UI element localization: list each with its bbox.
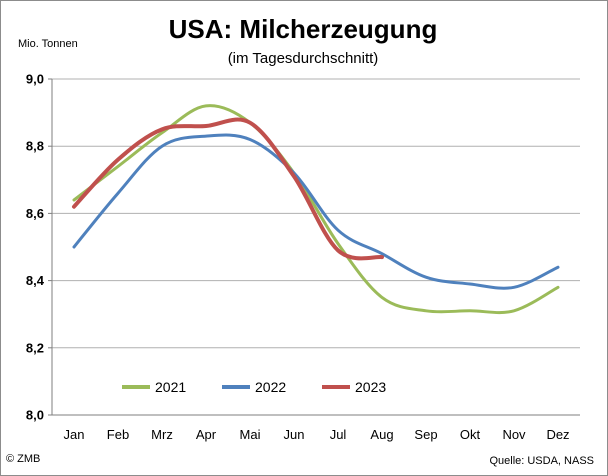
- x-tick-label: Mrz: [151, 427, 173, 442]
- x-tick-label: Mai: [240, 427, 261, 442]
- legend: 2021 2022 2023: [122, 379, 386, 395]
- y-tick-label: 8,0: [26, 408, 44, 423]
- series-lines: [72, 104, 560, 315]
- x-tick-label: Sep: [414, 427, 437, 442]
- legend-label-2021: 2021: [155, 379, 186, 395]
- chart-subtitle: (im Tagesdurchschnitt): [227, 50, 379, 67]
- x-tick-label: Jan: [64, 427, 85, 442]
- y-tick-label: 8,8: [26, 139, 44, 154]
- series-line-2022: [72, 133, 560, 290]
- copyright-text: © ZMB: [6, 453, 41, 465]
- x-tick-labels: Jan Feb Mrz Apr Mai Jun Jul Aug Sep Okt Nov Dez: [64, 427, 570, 442]
- x-tick-label: Feb: [107, 427, 129, 442]
- y-axis-label: Mio. Tonnen: [18, 38, 78, 50]
- series-line-2023: [72, 117, 384, 261]
- y-tick-label: 8,4: [26, 273, 45, 288]
- legend-label-2023: 2023: [355, 379, 386, 395]
- legend-label-2022: 2022: [255, 379, 286, 395]
- x-tick-label: Apr: [196, 427, 217, 442]
- x-tick-label: Jul: [330, 427, 347, 442]
- y-tick-label: 8,6: [26, 206, 44, 221]
- y-tick-label: 8,2: [26, 340, 44, 355]
- source-text: Quelle: USDA, NASS: [489, 455, 594, 467]
- x-tick-label: Jun: [284, 427, 305, 442]
- x-tick-label: Dez: [546, 427, 569, 442]
- chart-title: USA: Milcherzeugung: [168, 14, 438, 44]
- axes: [48, 78, 580, 416]
- x-tick-label: Okt: [460, 427, 481, 442]
- x-tick-label: Nov: [502, 427, 526, 442]
- y-tick-labels: 8,0 8,2 8,4 8,6 8,8 9,0: [26, 72, 45, 423]
- series-line-2021: [72, 104, 560, 315]
- y-tick-label: 9,0: [26, 72, 44, 87]
- x-tick-label: Aug: [370, 427, 393, 442]
